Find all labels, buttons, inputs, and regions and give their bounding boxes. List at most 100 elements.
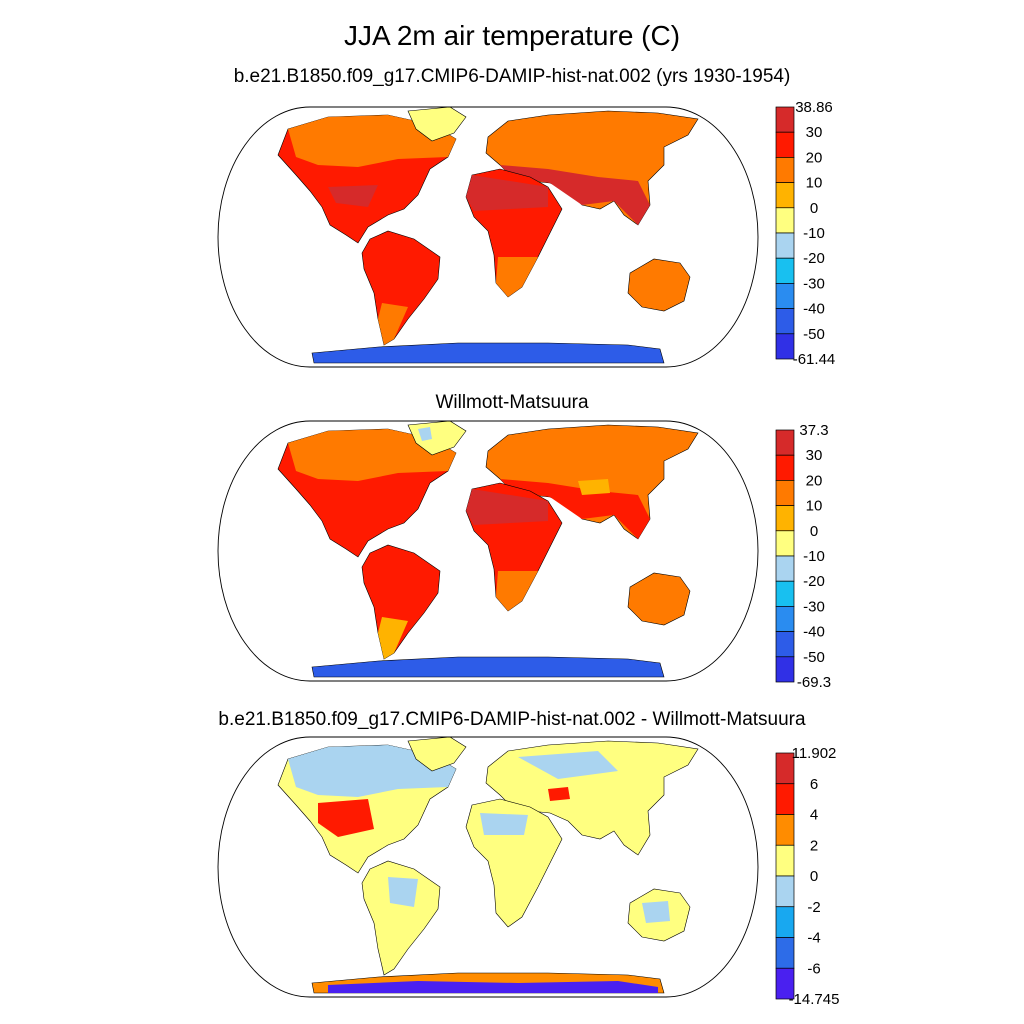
panel-1-map: [217, 106, 759, 368]
panel-2-map: [217, 420, 759, 682]
colorbar-label: 6: [810, 776, 818, 793]
panel-2-tibet: [578, 479, 610, 495]
colorbar-swatch: [775, 131, 795, 158]
colorbar-label: 30: [806, 124, 823, 141]
colorbar-swatch: [775, 333, 795, 360]
colorbar-swatch: [775, 906, 795, 938]
colorbar-label: -40: [803, 624, 825, 641]
colorbar-label: -4: [807, 930, 820, 947]
panel-1-colorbar: 38.86 30 20 10 0 -10 -20 -30 -40 -50 -61.44: [775, 99, 836, 368]
colorbar-label: -14.745: [789, 991, 840, 1008]
colorbar-label: 2: [810, 837, 818, 854]
colorbar-swatch: [775, 257, 795, 284]
panel-2-patagonia: [378, 617, 408, 659]
colorbar-swatch: [775, 606, 795, 632]
colorbar-swatch: [775, 308, 795, 335]
panel-3-subtitle: b.e21.B1850.f09_g17.CMIP6-DAMIP-hist-nat…: [218, 709, 806, 730]
colorbar-swatch: [775, 106, 795, 133]
colorbar-label: -30: [803, 275, 825, 292]
colorbar-swatch: [775, 232, 795, 259]
colorbar-swatch: [775, 207, 795, 234]
panel-1-subtitle: b.e21.B1850.f09_g17.CMIP6-DAMIP-hist-nat…: [233, 66, 791, 87]
colorbar-label: -10: [803, 548, 825, 565]
colorbar-label: 20: [806, 149, 823, 166]
colorbar-label: 10: [806, 498, 823, 515]
colorbar-swatch: [775, 631, 795, 658]
panel-1-sahara: [466, 175, 548, 211]
colorbar-label: 37.3: [799, 422, 828, 439]
colorbar-label: 4: [810, 807, 818, 824]
colorbar-label: 30: [806, 447, 823, 464]
colorbar-swatch: [775, 454, 795, 481]
colorbar-label: 11.902: [792, 745, 837, 762]
panel-1-antarctica: [311, 342, 665, 364]
panel-2-land: [277, 421, 699, 678]
colorbar-swatch: [775, 182, 795, 209]
colorbar-label: 0: [810, 868, 818, 885]
panel-1-map-border: [217, 106, 759, 368]
colorbar-label: -40: [803, 301, 825, 318]
panel-1-patagonia: [378, 303, 408, 345]
colorbar-swatch: [775, 844, 795, 877]
panel-2-colorbar: 37.3 30 20 10 0 -10 -20 -30 -40 -50 -69.3: [775, 422, 831, 691]
panel-3-map: [217, 736, 759, 998]
panel-3-colorbar: 11.902 6 4 2 0 -2 -4 -6 -14.745: [775, 745, 840, 1008]
panel-3-middle-east-warm: [548, 787, 570, 801]
panel-1-south-asia-hot: [500, 165, 650, 225]
colorbar-label: 38.86: [795, 99, 833, 116]
colorbar-swatch: [775, 157, 795, 183]
panel-3-australia-cool: [642, 901, 670, 923]
colorbar-label: 0: [810, 523, 818, 540]
colorbar-swatch: [775, 480, 795, 506]
panel-1-land: [277, 107, 699, 364]
panel-1-us-hot-zone: [328, 185, 378, 207]
panel-2-greenland-ice: [418, 427, 432, 441]
colorbar-swatch: [775, 937, 795, 969]
colorbar-label: -50: [803, 649, 825, 666]
colorbar-swatch: [775, 530, 795, 557]
panel-2-south-africa: [496, 571, 538, 611]
panel-1-australia: [627, 258, 691, 312]
panel-2-antarctica: [311, 656, 665, 678]
colorbar-swatch: [775, 875, 795, 908]
colorbar-swatch: [775, 505, 795, 532]
colorbar-label: -10: [803, 225, 825, 242]
colorbar-swatch: [775, 580, 795, 607]
colorbar-label: -61.44: [793, 351, 836, 368]
panel-3-land: [277, 737, 699, 994]
colorbar-label: -20: [803, 250, 825, 267]
panel-2-australia: [627, 572, 691, 626]
panel-3-sahara-cool: [480, 813, 528, 835]
colorbar-label: 20: [806, 472, 823, 489]
panel-3-siberia-cool: [518, 751, 618, 779]
figure-title: JJA 2m air temperature (C): [343, 20, 681, 51]
panel-2-south-america: [361, 544, 441, 660]
colorbar-swatch: [775, 555, 795, 582]
panel-3-antarctica-cold: [328, 981, 658, 993]
colorbar-swatch: [775, 656, 795, 683]
colorbar-swatch: [775, 429, 795, 456]
panel-3-canada-band: [288, 745, 456, 797]
colorbar-label: -30: [803, 598, 825, 615]
panel-2-canada-band: [288, 429, 456, 481]
colorbar-swatch: [775, 967, 795, 1000]
panel-1-south-africa: [496, 257, 538, 297]
panel-2-sahara: [466, 489, 548, 525]
colorbar-label: -2: [807, 899, 820, 916]
colorbar-label: -69.3: [797, 674, 831, 691]
panel-3-us-warm-bias: [318, 799, 374, 837]
panel-2-map-border: [217, 420, 759, 682]
colorbar-label: 0: [810, 200, 818, 217]
colorbar-swatch: [775, 814, 795, 846]
panel-1-south-america: [361, 230, 441, 346]
colorbar-label: -20: [803, 573, 825, 590]
colorbar-label: -50: [803, 326, 825, 343]
panel-3-amazon-cool: [388, 877, 418, 907]
panel-1-canada-band: [288, 115, 456, 167]
colorbar-label: 10: [806, 175, 823, 192]
panel-2-subtitle: Willmott-Matsuura: [435, 392, 589, 413]
panel-3-map-border: [217, 736, 759, 998]
colorbar-swatch: [775, 283, 795, 309]
colorbar-label: -6: [807, 960, 820, 977]
